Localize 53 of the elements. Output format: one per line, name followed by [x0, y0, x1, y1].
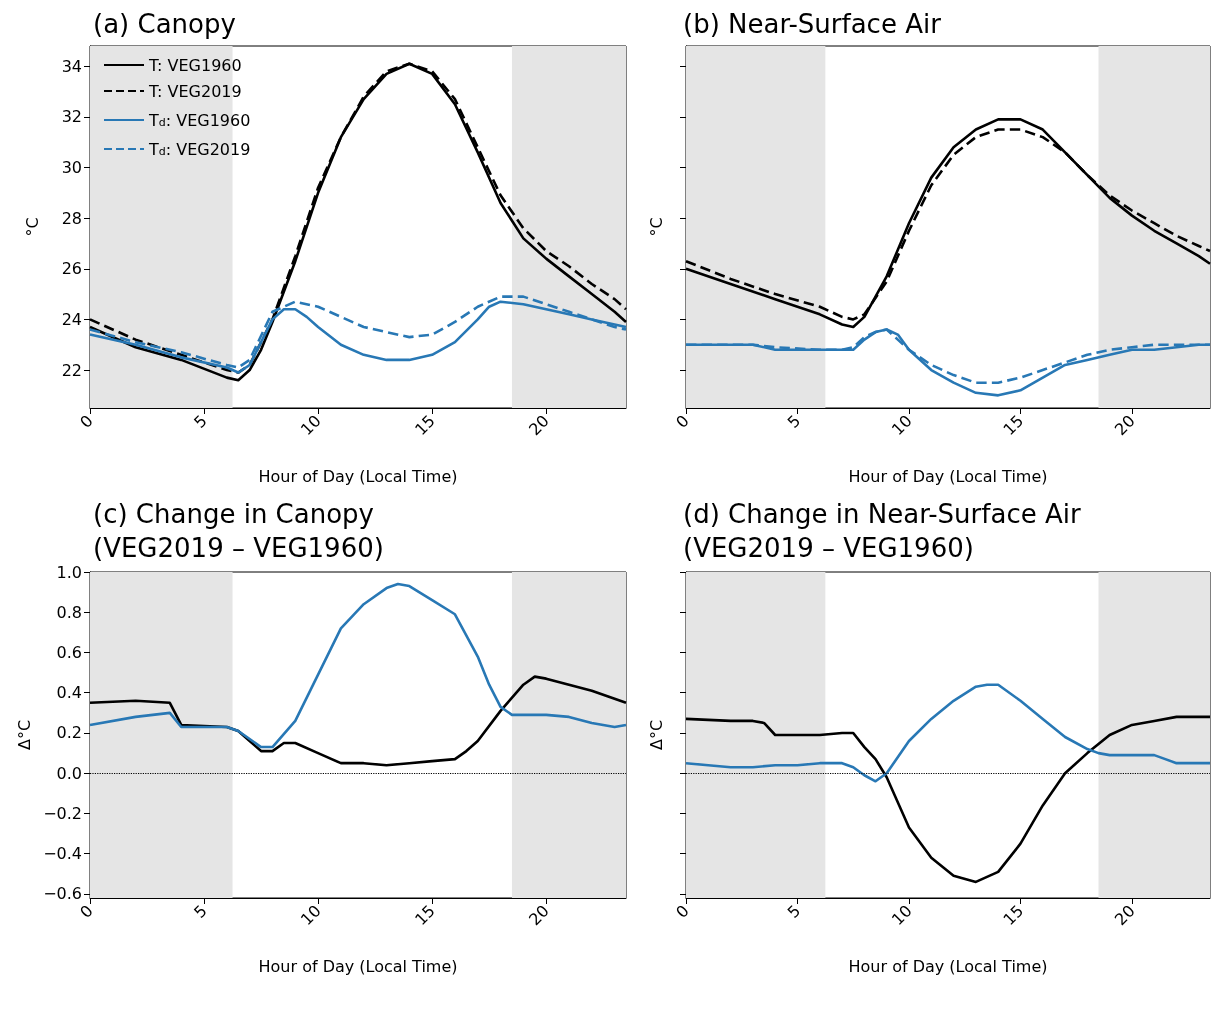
y-tick-label: 30 — [61, 158, 82, 178]
chart-title: (d) Change in Near-Surface Air (VEG2019 – VEG1960) — [683, 499, 1081, 563]
y-tick-label: 24 — [61, 309, 82, 329]
x-tick-label: 10 — [296, 901, 325, 930]
x-tick-label: 20 — [1110, 901, 1139, 930]
x-tick-label: 5 — [190, 901, 211, 922]
legend-label: Td: VEG2019 — [148, 139, 251, 159]
y-tick-label: −0.2 — [43, 803, 82, 823]
x-tick-label: 0 — [76, 901, 97, 922]
chart-title: (a) Canopy — [93, 9, 236, 39]
x-tick-label: 15 — [411, 411, 439, 440]
y-tick-label: 0.2 — [56, 723, 82, 743]
x-tick-label: 5 — [783, 411, 805, 432]
chart-title: (b) Near-Surface Air — [683, 9, 942, 39]
x-axis-title: Hour of Day (Local Time) — [848, 466, 1048, 486]
y-tick-label: 0.6 — [56, 642, 82, 662]
x-tick-label: 5 — [190, 411, 211, 432]
y-axis-title: °C — [22, 217, 42, 237]
y-tick-label: 32 — [61, 107, 82, 127]
line-series — [88, 582, 628, 749]
y-tick-label: 34 — [61, 56, 82, 76]
x-tick-label: 0 — [672, 411, 693, 432]
x-tick-label: 15 — [999, 411, 1028, 440]
x-axis-title: Hour of Day (Local Time) — [258, 466, 458, 486]
x-axis-title: Hour of Day (Local Time) — [258, 956, 458, 976]
x-tick-label: 0 — [76, 411, 97, 432]
y-axis-title: Δ°C — [14, 719, 34, 751]
y-tick-label: 28 — [61, 208, 82, 228]
x-tick-label: 10 — [296, 411, 325, 440]
legend-label: T: VEG1960 — [148, 55, 242, 75]
x-tick-label: 20 — [1110, 411, 1139, 440]
x-tick-label: 15 — [999, 901, 1028, 930]
y-tick-label: 22 — [61, 360, 82, 380]
x-tick-label: 10 — [887, 411, 916, 440]
y-tick-label: −0.6 — [43, 884, 82, 904]
y-axis-title: °C — [646, 217, 666, 237]
y-tick-label: 0.4 — [56, 683, 82, 703]
legend-label: Td: VEG1960 — [148, 110, 251, 130]
y-tick-label: −0.4 — [43, 844, 82, 864]
x-tick-label: 20 — [525, 411, 553, 440]
legend-label: T: VEG2019 — [148, 81, 242, 101]
y-tick-label: 1.0 — [56, 562, 82, 582]
x-axis-title: Hour of Day (Local Time) — [848, 956, 1048, 976]
x-tick-label: 5 — [783, 901, 805, 922]
x-tick-label: 15 — [411, 901, 439, 930]
y-tick-label: 0.8 — [56, 602, 82, 622]
y-axis-title: Δ°C — [646, 719, 666, 751]
x-tick-label: 10 — [887, 901, 916, 930]
y-tick-label: 26 — [61, 259, 82, 279]
y-tick-label: 0.0 — [56, 763, 82, 783]
x-tick-label: 0 — [672, 901, 693, 922]
chart-title: (c) Change in Canopy (VEG2019 – VEG1960) — [93, 499, 384, 563]
x-tick-label: 20 — [525, 901, 553, 930]
